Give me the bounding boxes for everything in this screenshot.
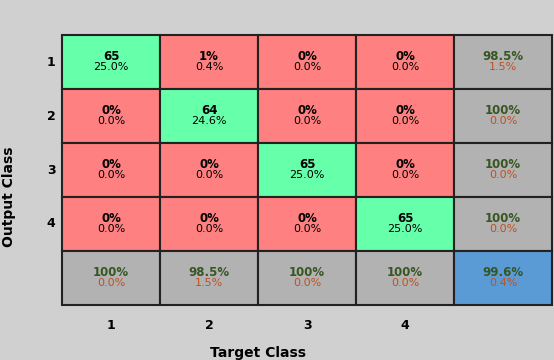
Text: 0.4%: 0.4% <box>489 278 517 288</box>
Text: 0.0%: 0.0% <box>391 278 419 288</box>
Text: 0%: 0% <box>297 50 317 63</box>
Text: 0.0%: 0.0% <box>97 170 125 180</box>
Text: 1: 1 <box>106 319 115 332</box>
Bar <box>160 35 258 89</box>
Text: 1.5%: 1.5% <box>195 278 223 288</box>
Bar <box>454 197 552 251</box>
Text: 0%: 0% <box>297 104 317 117</box>
Text: 0.0%: 0.0% <box>293 278 321 288</box>
Text: 0.0%: 0.0% <box>489 170 517 180</box>
Bar <box>356 143 454 197</box>
Text: 65: 65 <box>102 50 119 63</box>
Text: 0.0%: 0.0% <box>391 170 419 180</box>
Text: 2: 2 <box>204 319 213 332</box>
Bar <box>62 197 160 251</box>
Text: 0.0%: 0.0% <box>489 224 517 234</box>
Text: 2: 2 <box>47 109 55 122</box>
Text: 0.0%: 0.0% <box>489 116 517 126</box>
Text: 0.0%: 0.0% <box>293 116 321 126</box>
Bar <box>356 197 454 251</box>
Bar <box>258 143 356 197</box>
Text: 0.0%: 0.0% <box>195 170 223 180</box>
Text: 0.0%: 0.0% <box>293 62 321 72</box>
Text: 100%: 100% <box>93 266 129 279</box>
Text: 0%: 0% <box>199 212 219 225</box>
Bar <box>258 251 356 305</box>
Bar <box>356 89 454 143</box>
Text: 0%: 0% <box>101 158 121 171</box>
Text: 98.5%: 98.5% <box>188 266 229 279</box>
Bar <box>454 35 552 89</box>
Text: Target Class: Target Class <box>210 346 306 360</box>
Text: 24.6%: 24.6% <box>191 116 227 126</box>
Text: 0%: 0% <box>395 50 415 63</box>
Bar <box>62 35 160 89</box>
Bar <box>454 143 552 197</box>
Text: 0.0%: 0.0% <box>195 224 223 234</box>
Text: 0.0%: 0.0% <box>97 116 125 126</box>
Bar <box>160 251 258 305</box>
Text: 98.5%: 98.5% <box>483 50 524 63</box>
Text: 0.0%: 0.0% <box>391 116 419 126</box>
Bar <box>454 251 552 305</box>
Text: 4: 4 <box>401 319 409 332</box>
Text: 0.4%: 0.4% <box>195 62 223 72</box>
Text: Output Class: Output Class <box>2 147 17 247</box>
Text: 1%: 1% <box>199 50 219 63</box>
Text: 65: 65 <box>397 212 413 225</box>
Text: 0.0%: 0.0% <box>293 224 321 234</box>
Text: 0%: 0% <box>297 212 317 225</box>
Bar <box>454 89 552 143</box>
Text: 3: 3 <box>302 319 311 332</box>
Text: 100%: 100% <box>485 158 521 171</box>
Text: 4: 4 <box>47 217 55 230</box>
Text: 25.0%: 25.0% <box>289 170 325 180</box>
Text: 100%: 100% <box>289 266 325 279</box>
Text: 25.0%: 25.0% <box>387 224 423 234</box>
Text: 0%: 0% <box>395 104 415 117</box>
Text: 0.0%: 0.0% <box>97 224 125 234</box>
Bar <box>62 89 160 143</box>
Text: 100%: 100% <box>485 104 521 117</box>
Bar <box>258 89 356 143</box>
Text: 0%: 0% <box>101 212 121 225</box>
Bar <box>258 197 356 251</box>
Text: 25.0%: 25.0% <box>93 62 129 72</box>
Text: 0%: 0% <box>199 158 219 171</box>
Bar <box>356 251 454 305</box>
Text: 64: 64 <box>201 104 217 117</box>
Text: 100%: 100% <box>485 212 521 225</box>
Text: 0%: 0% <box>395 158 415 171</box>
Bar <box>160 143 258 197</box>
Bar <box>160 197 258 251</box>
Text: 99.6%: 99.6% <box>483 266 524 279</box>
Text: 1.5%: 1.5% <box>489 62 517 72</box>
Text: 0.0%: 0.0% <box>391 62 419 72</box>
Bar <box>62 251 160 305</box>
Bar <box>62 143 160 197</box>
Bar <box>258 35 356 89</box>
Text: 100%: 100% <box>387 266 423 279</box>
Text: 65: 65 <box>299 158 315 171</box>
Text: 0.0%: 0.0% <box>97 278 125 288</box>
Text: 3: 3 <box>47 163 55 176</box>
Text: 0%: 0% <box>101 104 121 117</box>
Text: 1: 1 <box>47 55 55 68</box>
Bar <box>356 35 454 89</box>
Bar <box>160 89 258 143</box>
